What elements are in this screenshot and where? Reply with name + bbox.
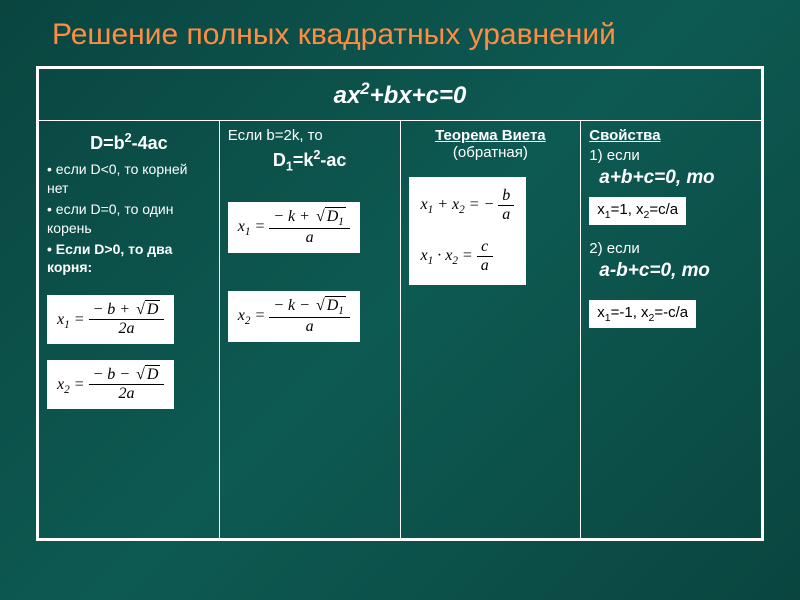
half-b-cond: Если b=2k, то <box>228 127 392 144</box>
formula-x1-standard: x1 = − b + D2a <box>47 295 174 344</box>
bullet-d-zero: если D=0, то один корень <box>47 200 211 238</box>
col-discriminant: D=b2-4ac если D<0, то корней нет если D=… <box>39 121 220 539</box>
col-properties: Свойства 1) если a+b+c=0, то x1=1, x2=c/… <box>581 121 762 539</box>
col-half-b: Если b=2k, то D1=k2-ac x1 = − k + D1a x2… <box>219 121 400 539</box>
page-title: Решение полных квадратных уравнений <box>0 0 800 66</box>
prop1-if: 1) если <box>589 147 753 164</box>
d1-formula: D1=k2-ac <box>228 144 392 178</box>
properties-header: Свойства <box>589 127 753 144</box>
vieta-header: Теорема Виета <box>409 127 573 144</box>
col-vieta: Теорема Виета (обратная) x1 + x2 = − ba … <box>400 121 581 539</box>
prop1-result: x1=1, x2=c/a <box>589 197 686 225</box>
discriminant-header: D=b2-4ac <box>47 127 211 158</box>
bullet-d-neg: если D<0, то корней нет <box>47 160 211 198</box>
vieta-sub: (обратная) <box>409 144 573 161</box>
prop1-cond: a+b+c=0, то <box>599 167 753 189</box>
bullet-d-pos: Если D>0, то два корня: <box>47 240 211 278</box>
prop2-cond: a-b+c=0, то <box>599 260 753 282</box>
main-table: ax2+bx+c=0 D=b2-4ac если D<0, то корней … <box>36 66 764 541</box>
formula-x2-standard: x2 = − b − D2a <box>47 360 174 409</box>
formula-x1-halfb: x1 = − k + D1a <box>228 202 360 253</box>
formula-vieta: x1 + x2 = − ba x1 · x2 = ca <box>409 177 527 285</box>
prop2-result: x1=-1, x2=-c/a <box>589 300 696 328</box>
formula-x2-halfb: x2 = − k − D1a <box>228 291 360 342</box>
equation-header: ax2+bx+c=0 <box>39 69 762 121</box>
prop2-if: 2) если <box>589 240 753 257</box>
